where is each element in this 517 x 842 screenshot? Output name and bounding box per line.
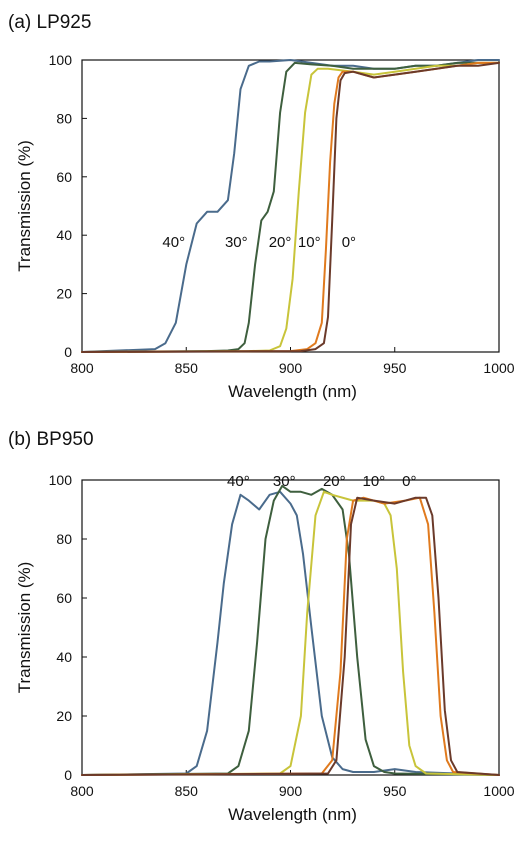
chart1-y-tick-label: 60 bbox=[56, 590, 72, 606]
chart1-plot-frame bbox=[81, 479, 500, 776]
chart0-x-tick-label: 800 bbox=[70, 360, 94, 376]
chart0-angle-label: 0° bbox=[342, 234, 356, 251]
chart1-x-axis-label: Wavelength (nm) bbox=[228, 805, 357, 824]
chart0-x-tick-label: 900 bbox=[279, 360, 303, 376]
chart1-series-line-1 bbox=[81, 484, 500, 776]
chart0-y-axis-label: Transmission (%) bbox=[15, 140, 34, 272]
chart1-series-line-4 bbox=[81, 496, 500, 776]
chart0-angle-label: 40° bbox=[162, 234, 185, 251]
chart0-y-tick-label: 60 bbox=[56, 169, 72, 185]
chart1-series-line-0 bbox=[81, 490, 500, 776]
chart1-x-tick-label: 900 bbox=[279, 783, 303, 799]
chart0-series-line-1 bbox=[81, 61, 500, 353]
chart1-x-tick-label: 850 bbox=[175, 783, 199, 799]
chart1-angle-label: 40° bbox=[227, 473, 250, 490]
chart1-x-tick-label: 950 bbox=[383, 783, 407, 799]
chart1-angle-label: 0° bbox=[402, 473, 416, 490]
chart0-x-axis-label: Wavelength (nm) bbox=[228, 382, 357, 401]
chart0-y-tick-label: 80 bbox=[56, 110, 72, 126]
chart1-y-tick-label: 20 bbox=[56, 708, 72, 724]
chart0-x-tick-label: 850 bbox=[175, 360, 199, 376]
chart0-x-tick-label: 1000 bbox=[483, 360, 514, 376]
chart-lp925: 800 850 900 950 1000 0 20 40 60 80 100 Wavelength (… bbox=[15, 52, 515, 401]
chart0-angle-label: 10° bbox=[298, 234, 321, 251]
chart1-angle-label: 30° bbox=[273, 473, 296, 490]
chart0-y-tick-label: 20 bbox=[56, 286, 72, 302]
chart1-x-tick-label: 800 bbox=[70, 783, 94, 799]
chart0-angle-label: 30° bbox=[225, 234, 248, 251]
chart1-x-tick-label: 1000 bbox=[483, 783, 514, 799]
chart0-y-tick-label: 40 bbox=[56, 227, 72, 243]
chart0-series-line-4 bbox=[81, 61, 500, 353]
chart0-series-line-2 bbox=[81, 61, 500, 353]
chart0-y-tick-label: 100 bbox=[49, 52, 73, 68]
chart0-x-tick-label: 950 bbox=[383, 360, 407, 376]
chart1-y-axis-label: Transmission (%) bbox=[15, 562, 34, 694]
chart1-y-tick-label: 40 bbox=[56, 649, 72, 665]
chart0-y-tick-label: 0 bbox=[64, 344, 72, 360]
panel-b-title: (b) BP950 bbox=[8, 429, 94, 450]
chart1-series-line-3 bbox=[81, 496, 500, 776]
chart0-angle-label: 20° bbox=[269, 234, 292, 251]
chart1-y-tick-label: 0 bbox=[64, 767, 72, 783]
chart1-angle-label: 20° bbox=[323, 473, 346, 490]
chart1-series-line-2 bbox=[81, 490, 500, 776]
panel-a-title: (a) LP925 bbox=[8, 12, 92, 33]
chart1-angle-label: 10° bbox=[363, 473, 386, 490]
chart1-y-tick-label: 100 bbox=[49, 472, 73, 488]
chart1-y-tick-label: 80 bbox=[56, 531, 72, 547]
